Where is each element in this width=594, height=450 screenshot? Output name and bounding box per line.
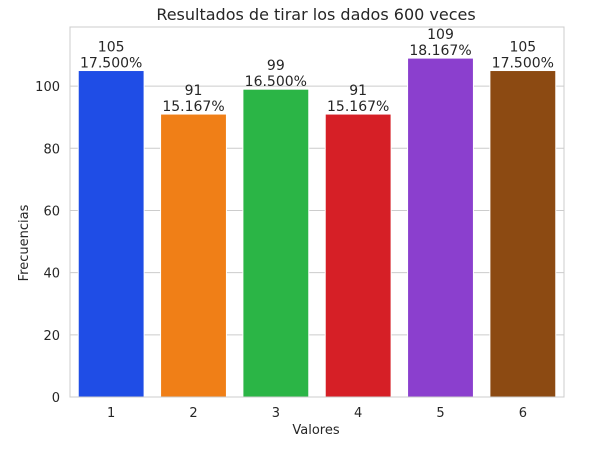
y-tick-label: 40	[43, 267, 60, 282]
y-tick-label: 0	[52, 391, 60, 406]
data-label-percent: 18.167%	[409, 43, 471, 59]
y-tick-label: 60	[43, 204, 60, 219]
bar-5	[407, 57, 474, 398]
x-tick-label: 2	[189, 406, 197, 421]
data-label-percent: 17.500%	[80, 56, 142, 72]
y-axis-label: Frecuencias	[17, 204, 32, 281]
y-tick-labels: 0 20 40 60 80 100	[35, 80, 60, 406]
bar-3	[242, 88, 310, 398]
data-labels: 10517.500%9115.167%9916.500%9115.167%109…	[80, 27, 554, 115]
bar-1	[77, 70, 145, 398]
data-label-percent: 15.167%	[327, 99, 389, 115]
bar-2	[160, 113, 227, 398]
x-tick-label: 3	[272, 406, 280, 421]
data-label-count: 105	[509, 40, 536, 56]
x-axis-label: Valores	[292, 423, 339, 438]
x-tick-label: 6	[519, 406, 527, 421]
bar-4	[324, 113, 392, 398]
bars	[77, 57, 557, 398]
data-label-count: 91	[185, 83, 203, 99]
data-label-count: 109	[427, 27, 454, 43]
data-label-percent: 15.167%	[162, 99, 224, 115]
data-label-count: 99	[267, 58, 285, 74]
bar-6	[489, 70, 557, 398]
plot-frame	[69, 26, 565, 398]
data-label-count: 91	[349, 83, 367, 99]
y-tick-label: 20	[43, 329, 60, 344]
x-tick-label: 1	[107, 406, 115, 421]
data-label-count: 105	[98, 40, 125, 56]
y-tick-label: 80	[43, 142, 60, 157]
y-tick-label: 100	[35, 80, 60, 95]
chart-title: Resultados de tirar los dados 600 veces	[156, 5, 475, 24]
x-tick-labels: 1 2 3 4 5 6	[107, 406, 527, 421]
data-label-percent: 17.500%	[492, 56, 554, 72]
data-label-percent: 16.500%	[245, 74, 307, 90]
x-tick-label: 4	[354, 406, 362, 421]
x-tick-label: 5	[436, 406, 444, 421]
